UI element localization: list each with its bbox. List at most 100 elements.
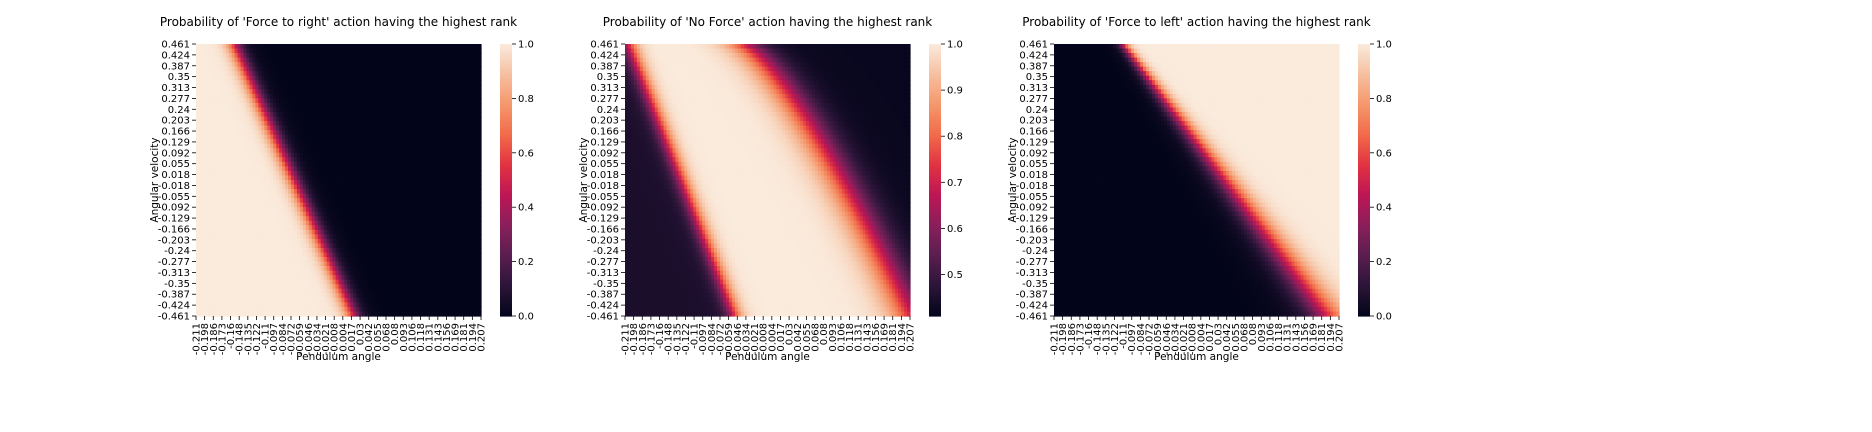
heatmap-cell (264, 57, 268, 63)
heatmap-cell (344, 75, 349, 81)
heatmap-cell (317, 143, 322, 149)
heatmap-cell (246, 62, 251, 68)
heatmap-cell (421, 134, 426, 140)
heatmap-cell (478, 116, 482, 122)
heatmap-cell (305, 121, 310, 127)
heatmap-cell (228, 57, 233, 63)
heatmap-cell (350, 57, 354, 63)
heatmap-cell (374, 125, 378, 131)
heatmap-cell (240, 62, 245, 68)
heatmap-cell (198, 134, 203, 140)
heatmap-cell (409, 134, 414, 140)
heatmap-cell (288, 48, 292, 54)
heatmap-cell (338, 84, 343, 90)
heatmap-cell (234, 125, 239, 131)
heatmap-cell (374, 107, 378, 113)
heatmap-cell (347, 102, 351, 109)
heatmap-cell (270, 125, 274, 131)
heatmap-cell (347, 71, 351, 77)
heatmap-cell (400, 116, 405, 122)
heatmap-cell (353, 89, 357, 95)
heatmap-cell (258, 48, 262, 54)
heatmap-cell (365, 44, 369, 50)
heatmap-cell (341, 89, 346, 95)
heatmap-cell (249, 80, 254, 86)
heatmap-cell (276, 93, 280, 99)
heatmap-cell (204, 102, 209, 109)
heatmap-cell (386, 89, 390, 95)
heatmap-cell (285, 143, 289, 149)
heatmap-cell (216, 102, 221, 109)
heatmap-cell (279, 143, 283, 149)
heatmap-cell (374, 121, 378, 127)
heatmap-cell (264, 125, 268, 131)
heatmap-cell (320, 107, 325, 113)
heatmap-cell (439, 107, 444, 113)
heatmap-cell (308, 62, 313, 68)
heatmap-cell (299, 125, 304, 131)
heatmap-cell (472, 116, 476, 122)
heatmap-cell (264, 44, 268, 50)
heatmap-cell (388, 125, 393, 131)
heatmap-cell (252, 130, 256, 136)
heatmap-cell (237, 143, 242, 149)
heatmap-cell (210, 125, 215, 131)
heatmap-cell (196, 107, 200, 113)
heatmap-cell (368, 53, 372, 59)
heatmap-cell (323, 139, 328, 145)
heatmap-cell (296, 134, 301, 140)
heatmap-cell (210, 98, 215, 104)
heatmap-cell (403, 62, 408, 68)
heatmap-cell (421, 80, 426, 86)
heatmap-cell (228, 143, 233, 149)
heatmap-cell (472, 62, 476, 68)
heatmap-cell (255, 130, 259, 136)
heatmap-cell (400, 44, 405, 50)
heatmap-cell (400, 75, 405, 81)
heatmap-cell (246, 80, 251, 86)
heatmap-cell (264, 112, 268, 118)
heatmap-cell (424, 121, 429, 127)
heatmap-cell (314, 57, 319, 63)
heatmap-cell (359, 121, 363, 127)
heatmap-cell (386, 93, 390, 99)
heatmap-cell (288, 116, 292, 122)
heatmap-cell (391, 71, 396, 77)
heatmap-cell (228, 80, 233, 86)
heatmap-cell (335, 98, 340, 104)
heatmap-cell (391, 89, 396, 95)
heatmap-cell (207, 53, 212, 59)
heatmap-cell (291, 71, 295, 77)
heatmap-cell (270, 98, 274, 104)
heatmap-cell (368, 143, 372, 149)
heatmap-cell (350, 98, 354, 104)
heatmap-cell (400, 93, 405, 99)
heatmap-cell (237, 139, 242, 145)
heatmap-cell (383, 89, 387, 95)
heatmap-cell (415, 48, 420, 54)
heatmap-cell (350, 44, 354, 50)
heatmap-cell (219, 139, 224, 145)
heatmap-cell (308, 89, 313, 95)
heatmap-cell (386, 134, 390, 140)
heatmap-cell (478, 93, 482, 99)
heatmap-cell (201, 116, 206, 122)
heatmap-cell (469, 139, 473, 145)
heatmap-cell (234, 93, 239, 99)
heatmap-cell (198, 112, 203, 118)
heatmap-cell (305, 139, 310, 145)
heatmap-cell (424, 139, 429, 145)
heatmap-cell (285, 116, 289, 122)
heatmap-cell (323, 102, 328, 109)
heatmap-cell (293, 93, 298, 99)
heatmap-cell (457, 57, 461, 63)
heatmap-cell (442, 125, 446, 131)
heatmap-cell (335, 66, 340, 72)
heatmap-cell (430, 80, 435, 86)
heatmap-cell (445, 134, 449, 140)
heatmap-cell (293, 134, 298, 140)
heatmap-cell (469, 98, 473, 104)
heatmap-cell (240, 107, 245, 113)
heatmap-cell (368, 139, 372, 145)
heatmap-cell (386, 98, 390, 104)
